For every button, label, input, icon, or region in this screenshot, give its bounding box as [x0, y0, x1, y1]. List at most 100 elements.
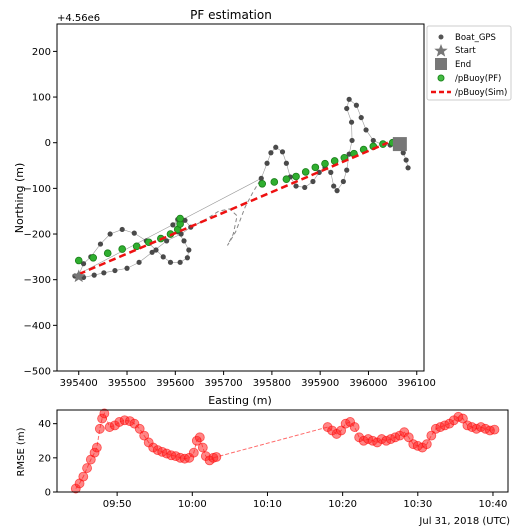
rmse-point — [421, 439, 432, 450]
boat-gps-point — [349, 137, 355, 144]
top-axes-ticks: 395400 395500 395600 395700 395800 395900 3960… — [24, 47, 436, 389]
boat-gps-point — [273, 144, 279, 150]
pf-point — [270, 178, 279, 186]
boat-gps-point — [403, 157, 409, 163]
legend-item-sim: /pBuoy(Sim) — [431, 88, 507, 98]
boat-gps-point — [283, 160, 289, 166]
boat-gps-point — [340, 178, 346, 185]
boat-gps-point — [136, 259, 142, 265]
x-tick-label: 10:20 — [328, 499, 357, 510]
pf-point — [74, 256, 83, 265]
rmse-point — [91, 442, 102, 453]
date-label: Jul 31, 2018 (UTC) — [418, 516, 510, 527]
pf-point — [118, 245, 126, 253]
top-plot-frame — [56, 23, 425, 372]
boat-gps-point — [178, 231, 184, 237]
y-tick-label: −400 — [24, 321, 51, 332]
boat-gps-point — [149, 249, 155, 255]
rmse-point — [489, 424, 500, 435]
boat-gps-point — [186, 247, 192, 253]
x-tick-label: 395700 — [205, 378, 243, 389]
boat-gps-point — [97, 241, 104, 247]
boat-gps-point — [91, 272, 97, 278]
boat-gps-point — [184, 255, 190, 261]
rmse-y-label: RMSE (m) — [16, 427, 27, 476]
end-marker — [392, 137, 407, 152]
y-tick-label: 40 — [38, 419, 51, 430]
legend-label: /pBuoy(PF) — [455, 74, 501, 84]
pf-point — [258, 180, 267, 188]
legend-item-end: End — [435, 58, 471, 70]
rmse-point — [211, 452, 222, 462]
boat-gps-point — [131, 230, 137, 236]
boat-gps-point — [167, 259, 174, 265]
x-tick-label: 395500 — [108, 378, 146, 389]
x-tick-label: 396000 — [349, 378, 387, 389]
y-offset-label: +4.56e6 — [57, 13, 100, 24]
start-marker — [72, 269, 86, 283]
boat-gps-point — [153, 247, 159, 253]
legend-label: Start — [455, 46, 476, 56]
x-tick-label: 396100 — [398, 378, 436, 389]
sim-path-line — [78, 141, 389, 276]
boat-gps-point — [119, 226, 125, 233]
chart-title: PF estimation — [190, 8, 272, 22]
pf-point — [301, 168, 310, 176]
legend: Boat_GPS Start End /pBuoy(PF) /pBuoy(Sim… — [426, 25, 512, 101]
boat-gps-point — [101, 270, 107, 276]
boat-gps-point — [258, 175, 264, 181]
rmse-point — [426, 430, 437, 441]
y-tick-label: 100 — [32, 93, 51, 104]
boat-gps-point — [358, 114, 364, 121]
y-tick-label: 200 — [32, 47, 51, 58]
bottom-plot-frame — [56, 409, 509, 493]
x-tick-label: 395900 — [301, 378, 339, 389]
x-tick-label: 10:40 — [479, 499, 508, 510]
pf-point — [292, 172, 300, 181]
legend-label: /pBuoy(Sim) — [455, 88, 507, 98]
boat-gps-point — [80, 261, 87, 267]
legend-star-icon — [434, 44, 448, 57]
boat-gps-point — [346, 96, 352, 102]
boat-gps-point — [302, 184, 308, 191]
boat-gps-point — [177, 259, 183, 265]
pf-point — [176, 214, 184, 223]
bottom-plot-area — [70, 408, 500, 494]
y-tick-label: 20 — [38, 453, 51, 464]
boat-gps-point — [170, 222, 176, 228]
boat-gps-point — [348, 119, 355, 125]
legend-box — [426, 25, 512, 101]
rmse-chart: 09:50 10:00 10:10 10:20 10:30 10:40 40 20 0 RMSE… — [16, 408, 510, 527]
x-tick-label: 395600 — [156, 378, 194, 389]
legend-item-start: Start — [434, 44, 476, 57]
boat-gps-point — [405, 165, 411, 171]
boat-gps-point — [344, 105, 350, 112]
rmse-point — [336, 425, 347, 436]
rmse-point — [188, 447, 199, 458]
rmse-point — [403, 432, 414, 443]
y-tick-label: −300 — [24, 275, 51, 286]
boat-gps-point — [160, 254, 166, 260]
boat-gps-point — [293, 183, 299, 189]
legend-label: End — [455, 60, 471, 70]
x-axis-label: Easting (m) — [208, 394, 272, 407]
pf-point — [89, 253, 98, 262]
rmse-point — [194, 432, 205, 443]
rmse-point — [457, 413, 468, 424]
gps-gap-line — [190, 178, 262, 246]
x-tick-label: 395400 — [60, 378, 98, 389]
legend-item-boat-gps: Boat_GPS — [438, 33, 496, 43]
legend-square-icon — [435, 58, 447, 70]
boat-gps-point — [334, 188, 340, 194]
boat-gps-point — [164, 238, 170, 244]
x-tick-label: 395800 — [253, 378, 291, 389]
boat-gps-point — [400, 150, 406, 156]
y-axis-label: Northing (m) — [13, 163, 26, 234]
rmse-point — [197, 442, 208, 453]
legend-item-pf: /pBuoy(PF) — [437, 74, 501, 84]
rmse-point — [78, 471, 89, 482]
boat-gps-point — [112, 267, 118, 274]
boat-gps-point — [268, 150, 274, 156]
rmse-point — [82, 463, 92, 473]
